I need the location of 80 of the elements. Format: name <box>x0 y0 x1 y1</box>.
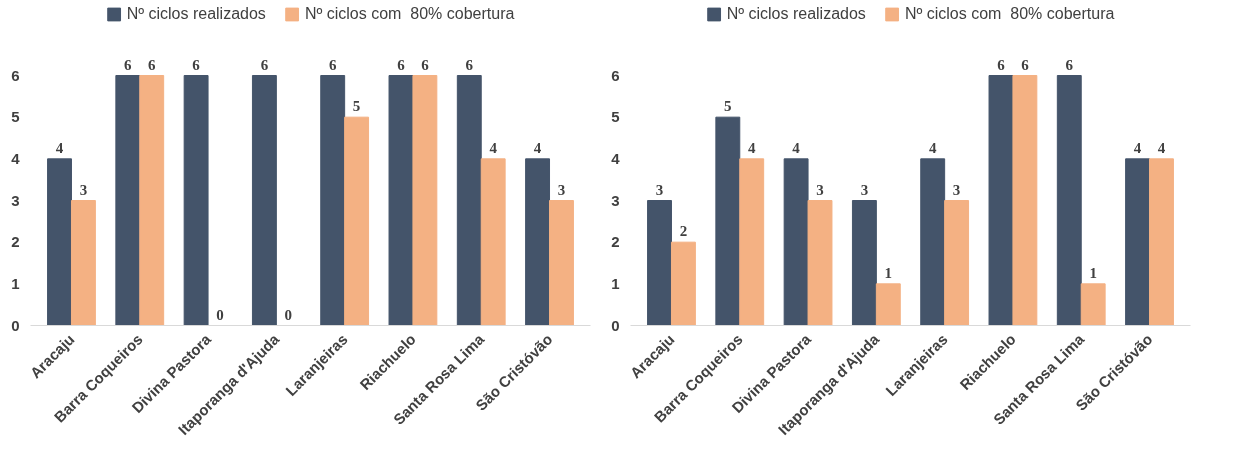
data-label: 2 <box>679 223 688 240</box>
bar <box>344 116 370 326</box>
data-label: 4 <box>747 139 756 156</box>
bar <box>944 200 970 326</box>
data-label: 6 <box>124 56 133 73</box>
data-label: 6 <box>328 56 337 73</box>
bar <box>47 158 72 326</box>
data-label: 4 <box>1133 139 1142 156</box>
bar <box>412 75 438 326</box>
data-label: 3 <box>860 181 869 198</box>
bar <box>139 75 165 326</box>
data-label: 3 <box>557 181 566 198</box>
data-label: 5 <box>724 98 732 115</box>
bar <box>70 200 96 326</box>
data-label: 6 <box>260 56 269 73</box>
y-tick-label: 5 <box>11 108 20 126</box>
bar <box>480 158 506 326</box>
legend-label: Nº ciclos com 80% cobertura <box>904 5 1115 23</box>
bar <box>670 241 696 326</box>
data-label: 1 <box>1089 264 1097 281</box>
y-tick-label: 3 <box>11 191 20 209</box>
bar <box>875 283 901 326</box>
data-label: 3 <box>655 181 664 198</box>
data-label: 4 <box>489 139 498 156</box>
y-tick-label: 6 <box>11 66 20 84</box>
bar <box>320 75 346 326</box>
y-tick-label: 1 <box>611 274 620 292</box>
bar <box>388 75 414 326</box>
data-label: 6 <box>421 56 430 73</box>
data-label: 5 <box>352 98 361 115</box>
data-label: 6 <box>465 56 474 73</box>
legend-label: Nº ciclos realizados <box>726 5 866 23</box>
y-tick-label: 3 <box>611 191 620 209</box>
bar <box>183 75 209 326</box>
data-label: 3 <box>79 181 88 198</box>
y-tick-label: 4 <box>611 149 621 167</box>
data-label: 1 <box>884 264 893 281</box>
bar <box>456 75 482 326</box>
bar <box>715 116 741 326</box>
y-tick-label: 6 <box>611 66 620 84</box>
bar <box>1125 158 1151 326</box>
bar <box>920 158 946 326</box>
bar <box>807 200 833 326</box>
data-label: 3 <box>816 181 824 198</box>
data-label: 4 <box>55 139 64 156</box>
data-label: 4 <box>533 139 542 156</box>
bar <box>1056 75 1082 326</box>
bar <box>988 75 1014 326</box>
y-tick-label: 5 <box>611 108 620 126</box>
data-label: 6 <box>1065 56 1074 73</box>
data-label: 3 <box>952 181 961 198</box>
y-tick-label: 0 <box>11 316 20 334</box>
y-tick-label: 2 <box>611 233 620 251</box>
bar <box>549 200 574 326</box>
data-label: 6 <box>997 56 1006 73</box>
data-label: 6 <box>147 56 156 73</box>
y-tick-label: 1 <box>11 274 20 292</box>
legend-label: Nº ciclos com 80% cobertura <box>304 5 515 23</box>
legend-label: Nº ciclos realizados <box>126 5 266 23</box>
bar <box>647 200 672 326</box>
data-label: 6 <box>397 56 406 73</box>
bar <box>783 158 809 326</box>
bar <box>1080 283 1106 326</box>
data-label: 0 <box>284 306 293 323</box>
bar <box>525 158 551 326</box>
y-tick-label: 4 <box>11 149 21 167</box>
data-label: 6 <box>1021 56 1030 73</box>
bar <box>251 75 277 326</box>
data-label: 0 <box>216 306 224 323</box>
data-label: 6 <box>192 56 201 73</box>
bar <box>739 158 765 326</box>
bar <box>115 75 141 326</box>
y-tick-label: 2 <box>11 233 20 251</box>
data-label: 4 <box>792 139 801 156</box>
data-label: 4 <box>928 139 937 156</box>
bar <box>1012 75 1038 326</box>
data-label: 4 <box>1157 139 1166 156</box>
bar <box>1149 158 1174 326</box>
bar <box>851 200 877 326</box>
y-tick-label: 0 <box>611 316 620 334</box>
